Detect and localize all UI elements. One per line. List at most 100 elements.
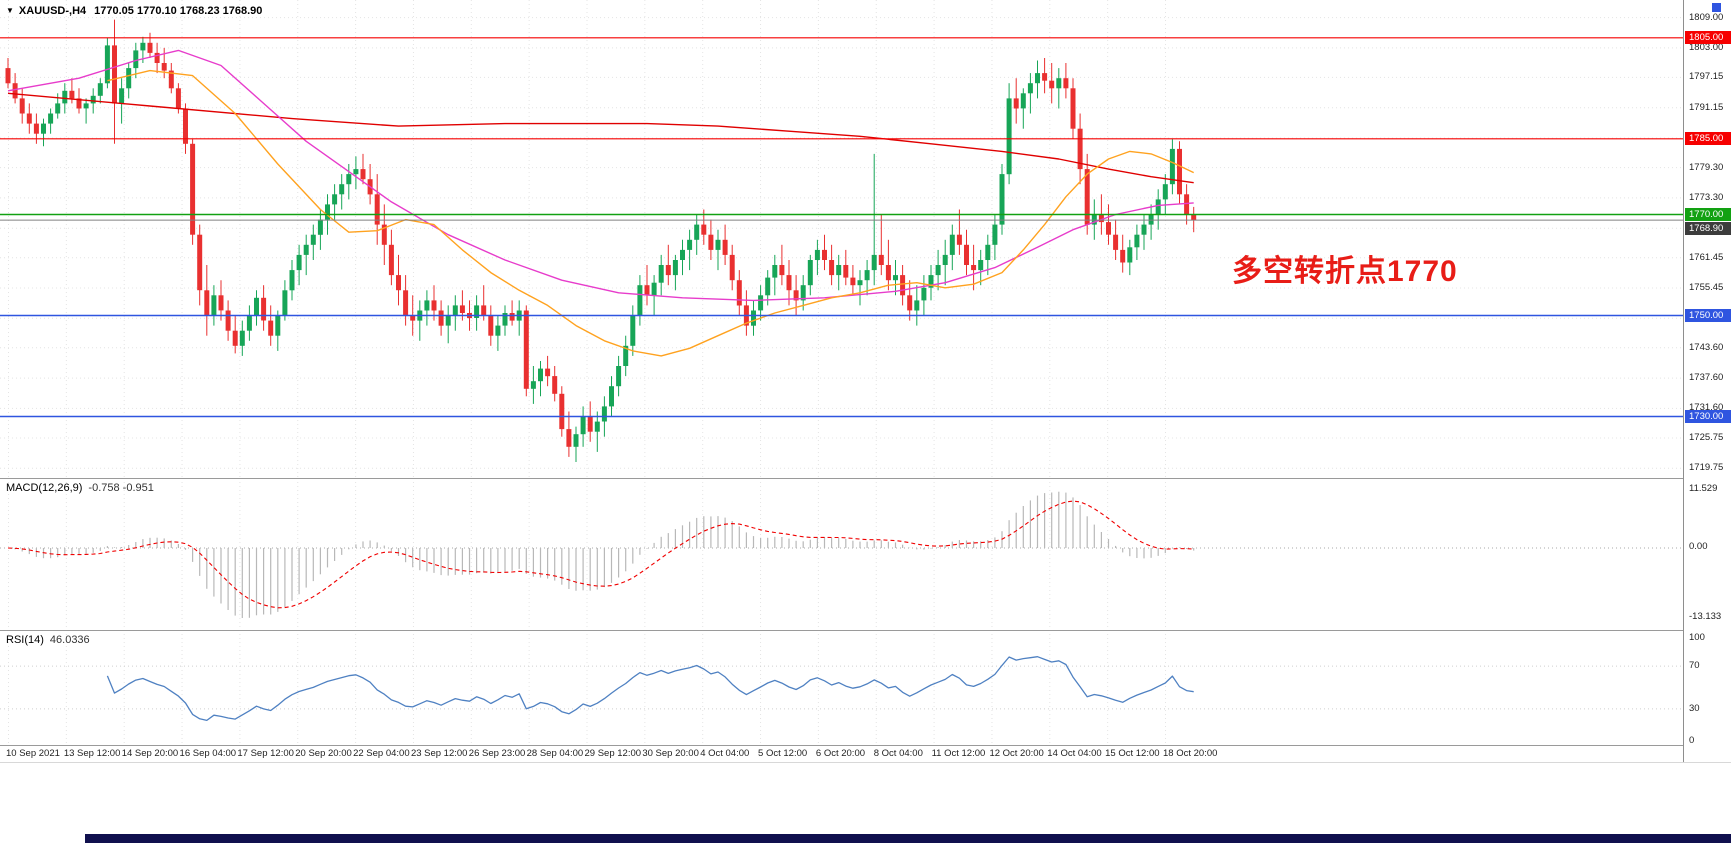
candle-body bbox=[956, 234, 962, 245]
candle-body bbox=[197, 234, 203, 291]
time-axis-label: 10 Sep 2021 bbox=[6, 748, 60, 759]
ma-slow-red-line bbox=[7, 92, 1194, 184]
candle-body bbox=[289, 270, 295, 291]
price-badge-1768.90: 1768.90 bbox=[1685, 221, 1731, 235]
candle-body bbox=[758, 295, 764, 311]
candle-body bbox=[112, 45, 117, 104]
candle-body bbox=[665, 265, 671, 276]
time-axis-label: 18 Oct 20:00 bbox=[1163, 748, 1218, 759]
candle-body bbox=[55, 103, 61, 114]
candle-body bbox=[19, 98, 25, 114]
candle-body bbox=[317, 219, 323, 235]
candle-body bbox=[736, 280, 742, 306]
candle-body bbox=[978, 260, 984, 271]
candle-body bbox=[175, 88, 181, 109]
candle-body bbox=[623, 345, 629, 366]
candle-body bbox=[119, 88, 125, 104]
candle-body bbox=[339, 184, 345, 195]
candle-body bbox=[722, 239, 728, 255]
ohlc-readout: 1770.05 1770.10 1768.23 1768.90 bbox=[94, 5, 263, 17]
price-badge-1770.00: 1770.00 bbox=[1685, 208, 1731, 221]
candle-body bbox=[474, 305, 480, 318]
candle-body bbox=[523, 310, 529, 389]
rsi-axis-label: 0 bbox=[1689, 735, 1695, 746]
candle-body bbox=[246, 315, 252, 331]
candle-body bbox=[225, 310, 231, 331]
candle-body bbox=[1134, 234, 1140, 248]
candle-body bbox=[992, 224, 998, 245]
candle-body bbox=[488, 315, 494, 336]
candle-body bbox=[609, 386, 614, 407]
price-axis-label: 1791.15 bbox=[1689, 101, 1724, 113]
candle-body bbox=[62, 90, 68, 104]
macd-axis-label: -13.133 bbox=[1689, 611, 1722, 622]
candle-body bbox=[90, 95, 96, 104]
candle-body bbox=[268, 320, 274, 336]
rsi-indicator-canvas[interactable] bbox=[0, 630, 1731, 745]
price-axis-label: 1731.60 bbox=[1689, 402, 1724, 414]
candle-body bbox=[261, 297, 267, 321]
candle-body bbox=[1155, 199, 1161, 215]
candle-body bbox=[303, 244, 309, 255]
time-axis-label: 29 Sep 12:00 bbox=[584, 748, 642, 759]
candle-body bbox=[630, 315, 636, 346]
rsi-axis-label: 100 bbox=[1689, 632, 1705, 643]
candle-body bbox=[651, 282, 657, 296]
candle-body bbox=[999, 174, 1005, 225]
candle-body bbox=[878, 254, 884, 265]
candle-body bbox=[829, 260, 835, 276]
candle-body bbox=[126, 68, 132, 89]
candle-body bbox=[708, 234, 714, 250]
candle-body bbox=[843, 265, 849, 278]
candle-body bbox=[871, 254, 877, 271]
candle-body bbox=[552, 376, 558, 394]
candle-body bbox=[644, 285, 650, 296]
macd-axis-label: 0.00 bbox=[1689, 541, 1708, 552]
chart-title: ▼ XAUUSD-,H4 1770.05 1770.10 1768.23 1768.… bbox=[6, 5, 262, 17]
candle-body bbox=[495, 325, 501, 336]
candle-body bbox=[800, 285, 806, 301]
candle-body bbox=[715, 239, 721, 250]
price-badge-1805.00: 1805.00 bbox=[1685, 31, 1731, 45]
ma-mid-magenta-line bbox=[7, 49, 1194, 302]
candle-body bbox=[893, 275, 898, 281]
candle-body bbox=[154, 52, 160, 63]
candle-body bbox=[381, 224, 387, 245]
time-axis-label: 5 Oct 12:00 bbox=[758, 748, 808, 759]
candle-body bbox=[353, 169, 359, 175]
candle-body bbox=[601, 406, 607, 422]
time-axis-label: 16 Sep 04:00 bbox=[179, 748, 237, 759]
candle-body bbox=[403, 290, 409, 316]
candle-body bbox=[69, 90, 75, 99]
candle-body bbox=[332, 194, 338, 205]
candle-body bbox=[310, 234, 316, 245]
candle-body bbox=[1042, 73, 1048, 81]
price-chart-canvas[interactable] bbox=[0, 0, 1731, 478]
candle-body bbox=[1006, 98, 1012, 175]
candle-body bbox=[1162, 184, 1168, 200]
candle-body bbox=[672, 260, 678, 276]
candle-body bbox=[616, 366, 622, 387]
price-scale-axis[interactable]: 1809.00 1803.00 1797.15 1791.15 1779.30 1773.… bbox=[1683, 0, 1731, 762]
price-annotation: 多空转折点1770 bbox=[1232, 255, 1458, 288]
candle-body bbox=[360, 169, 366, 180]
candle-body bbox=[147, 42, 153, 53]
candle-body bbox=[97, 83, 103, 96]
rsi-axis-label: 70 bbox=[1689, 660, 1700, 672]
candle-body bbox=[1113, 234, 1119, 250]
macd-indicator-canvas[interactable] bbox=[0, 478, 1731, 630]
time-scale-axis[interactable]: 10 Sep 2021 13 Sep 12:00 14 Sep 20:00 16 Se… bbox=[0, 746, 1731, 762]
time-axis-label: 15 Oct 12:00 bbox=[1105, 748, 1160, 759]
rsi-axis-label: 30 bbox=[1689, 702, 1700, 714]
chart-collapse-icon[interactable]: ▼ bbox=[6, 6, 14, 15]
candle-body bbox=[445, 315, 451, 326]
symbol-timeframe-label: XAUUSD-,H4 bbox=[18, 5, 87, 17]
candle-body bbox=[204, 290, 210, 316]
candle-body bbox=[793, 290, 799, 301]
candle-body bbox=[1013, 98, 1019, 109]
candle-body bbox=[985, 244, 991, 260]
rsi-pane-title: RSI(14) 46.0336 bbox=[6, 634, 90, 646]
candle-body bbox=[779, 265, 785, 276]
candle-body bbox=[786, 275, 792, 291]
